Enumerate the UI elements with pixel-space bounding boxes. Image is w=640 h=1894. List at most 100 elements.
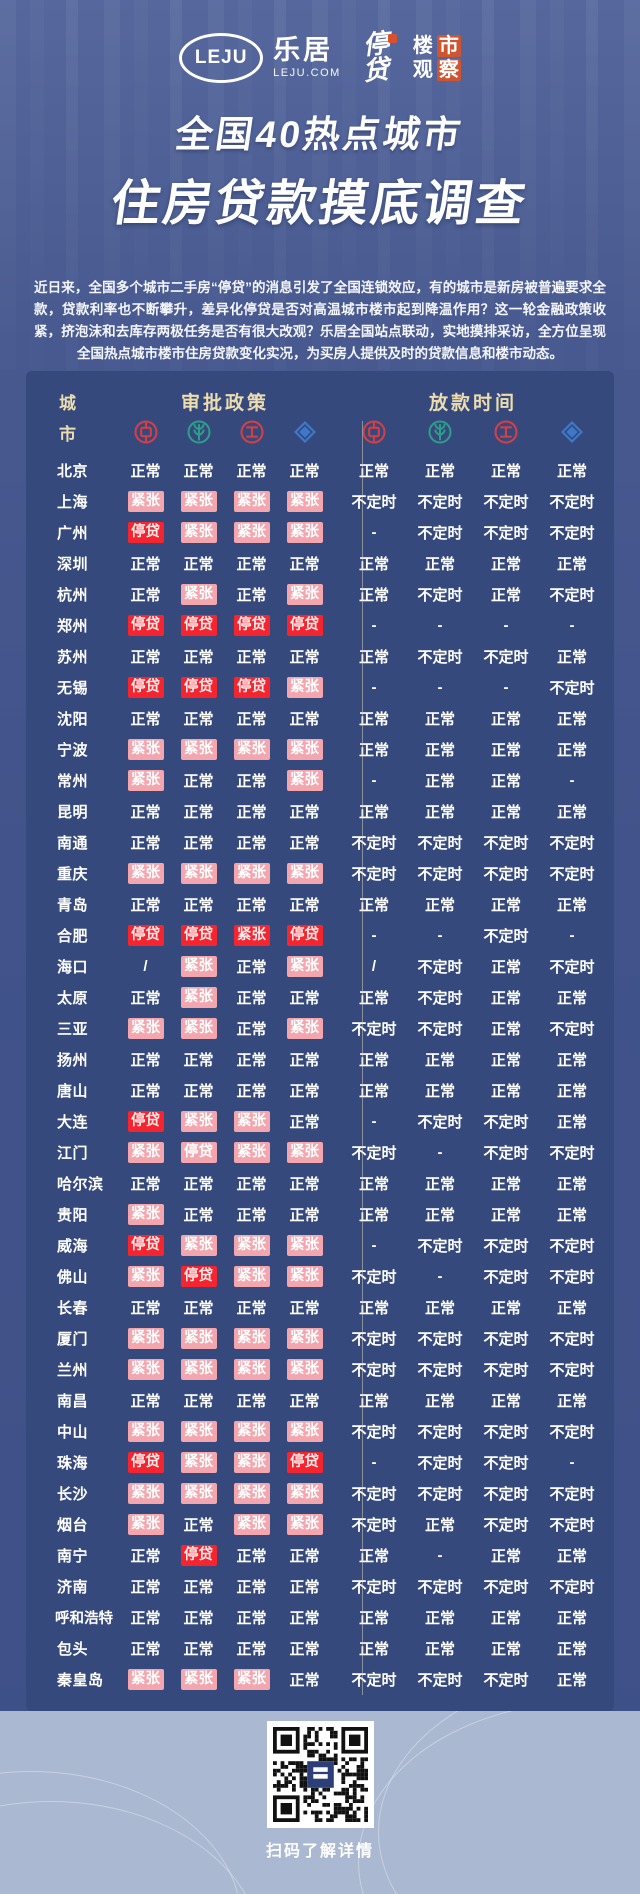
approval-cell: 正常 xyxy=(289,711,320,728)
disbursement-cell: 正常 xyxy=(424,742,455,759)
disbursement-cell: 正常 xyxy=(556,1548,587,1565)
approval-cell: 正常 xyxy=(130,1083,161,1100)
icbc-icon xyxy=(473,419,539,445)
disbursement-cell: - xyxy=(371,1113,377,1130)
approval-cell: 正常 xyxy=(289,463,320,480)
disbursement-cell: 正常 xyxy=(424,1176,455,1193)
header-logos: LEJU 乐居 LEJU.COM 停 贷 楼市观察 xyxy=(0,26,640,90)
approval-cell: 紧张 xyxy=(172,1451,225,1474)
city-name: 唐山 xyxy=(57,1083,89,1100)
table-row: 青岛 正常 正常 正常 正常 正常 正常 正常 正常 xyxy=(35,889,605,920)
disbursement-cell: 正常 xyxy=(556,463,587,480)
approval-cell: 紧张 xyxy=(225,924,278,947)
table-row: 秦皇岛 紧张 紧张 紧张 正常 不定时 不定时 不定时 正常 xyxy=(35,1664,605,1695)
disbursement-cell: 正常 xyxy=(358,587,389,604)
approval-cell: 正常 xyxy=(130,587,161,604)
city-name: 昆明 xyxy=(57,804,89,821)
disbursement-cell: 正常 xyxy=(424,463,455,480)
approval-cell: 正常 xyxy=(236,1021,267,1038)
disbursement-cell: 不定时 xyxy=(483,1424,529,1441)
table-row: 深圳 正常 正常 正常 正常 正常 正常 正常 正常 xyxy=(35,548,605,579)
disbursement-cell: 不定时 xyxy=(351,1579,397,1596)
approval-cell: 正常 xyxy=(289,649,320,666)
table-row: 宁波 紧张 紧张 紧张 紧张 正常 正常 正常 正常 xyxy=(35,734,605,765)
table-row: 常州 紧张 正常 正常 紧张 - 正常 正常 - xyxy=(35,765,605,796)
footer: 扫码了解详情 xyxy=(0,1711,640,1894)
approval-cell: 正常 xyxy=(236,1083,267,1100)
disbursement-cell: 不定时 xyxy=(549,1269,595,1286)
approval-cell: 正常 xyxy=(289,1176,320,1193)
table-row: 贵阳 紧张 正常 正常 正常 正常 正常 正常 正常 xyxy=(35,1199,605,1230)
disbursement-cell: - xyxy=(569,927,575,944)
disbursement-time-header: 放款时间 xyxy=(428,392,517,414)
approval-cell: 停贷 xyxy=(278,1451,331,1474)
table-row: 南昌 正常 正常 正常 正常 正常 正常 正常 正常 xyxy=(35,1385,605,1416)
disbursement-cell: - xyxy=(371,679,377,696)
disbursement-cell: 不定时 xyxy=(549,1517,595,1534)
approval-cell: 紧张 xyxy=(172,583,225,606)
approval-cell: 正常 xyxy=(236,587,267,604)
approval-cell: 正常 xyxy=(183,897,214,914)
table-row: 包头 正常 正常 正常 正常 正常 正常 正常 正常 xyxy=(35,1633,605,1664)
disbursement-cell: - xyxy=(569,1454,575,1471)
disbursement-cell: 不定时 xyxy=(483,525,529,542)
disbursement-cell: 不定时 xyxy=(483,1486,529,1503)
disbursement-cell: 不定时 xyxy=(417,1672,463,1689)
approval-cell: 正常 xyxy=(130,1052,161,1069)
approval-cell: 紧张 xyxy=(119,1327,172,1350)
city-name: 威海 xyxy=(57,1238,89,1255)
approval-cell: 紧张 xyxy=(172,521,225,544)
city-name: 南宁 xyxy=(57,1548,89,1565)
leju-logo: LEJU 乐居 LEJU.COM xyxy=(179,33,341,83)
disbursement-cell: 不定时 xyxy=(417,494,463,511)
disbursement-cell: 不定时 xyxy=(483,1238,529,1255)
approval-cell: 紧张 xyxy=(119,738,172,761)
approval-cell: 紧张 xyxy=(278,1017,331,1040)
city-name: 深圳 xyxy=(57,556,89,573)
city-name: 北京 xyxy=(57,463,89,480)
disbursement-cell: 不定时 xyxy=(549,1238,595,1255)
table-row: 太原 正常 紧张 正常 正常 正常 不定时 正常 正常 xyxy=(35,982,605,1013)
disbursement-cell: 不定时 xyxy=(351,1331,397,1348)
approval-cell: 紧张 xyxy=(225,862,278,885)
disbursement-cell: 正常 xyxy=(556,742,587,759)
disbursement-cell: 不定时 xyxy=(483,494,529,511)
approval-cell: 紧张 xyxy=(119,1420,172,1443)
disbursement-cell: - xyxy=(437,1268,443,1285)
city-name: 常州 xyxy=(57,773,89,790)
table-row: 合肥 停贷 停贷 紧张 停贷 - - 不定时 - xyxy=(35,920,605,951)
city-name: 呼和浩特 xyxy=(55,1611,113,1627)
disbursement-cell: 正常 xyxy=(424,1393,455,1410)
disbursement-cell: 正常 xyxy=(490,1641,521,1658)
disbursement-cell: - xyxy=(503,617,509,634)
disbursement-cell: 正常 xyxy=(424,1052,455,1069)
table-row: 烟台 紧张 正常 紧张 紧张 不定时 正常 不定时 不定时 xyxy=(35,1509,605,1540)
approval-cell: 正常 xyxy=(289,1300,320,1317)
table-row: 昆明 正常 正常 正常 正常 正常 正常 正常 正常 xyxy=(35,796,605,827)
approval-cell: 紧张 xyxy=(119,1017,172,1040)
table-row: 扬州 正常 正常 正常 正常 正常 正常 正常 正常 xyxy=(35,1044,605,1075)
disbursement-cell: 正常 xyxy=(358,1300,389,1317)
approval-cell: 正常 xyxy=(130,1548,161,1565)
approval-cell: 紧张 xyxy=(119,769,172,792)
disbursement-cell: 正常 xyxy=(490,742,521,759)
approval-cell: 紧张 xyxy=(119,862,172,885)
table-rows: 北京 正常 正常 正常 正常 正常 正常 正常 正常 上海 紧张 紧张 紧张 紧张 不定时 不定时 不定时 不定时… xyxy=(35,455,605,1695)
table-row: 海口 / 紧张 正常 紧张 / 不定时 正常 不定时 xyxy=(35,951,605,982)
city-header-bottom: 市 xyxy=(59,424,77,444)
disbursement-cell: 正常 xyxy=(358,1393,389,1410)
approval-cell: 正常 xyxy=(289,1579,320,1596)
approval-cell: 正常 xyxy=(236,1052,267,1069)
disbursement-cell: 不定时 xyxy=(549,1145,595,1162)
calligraphy-char-2: 贷 xyxy=(361,54,391,87)
red-seal-icon xyxy=(387,34,397,43)
disbursement-cell: 正常 xyxy=(424,1610,455,1627)
approval-cell: 正常 xyxy=(289,804,320,821)
approval-cell: 正常 xyxy=(183,463,214,480)
disbursement-cell: 正常 xyxy=(490,1052,521,1069)
approval-cell: 正常 xyxy=(289,1641,320,1658)
disbursement-cell: 不定时 xyxy=(549,587,595,604)
approval-cell: 紧张 xyxy=(119,490,172,513)
disbursement-cell: 正常 xyxy=(490,897,521,914)
approval-cell: 正常 xyxy=(236,959,267,976)
